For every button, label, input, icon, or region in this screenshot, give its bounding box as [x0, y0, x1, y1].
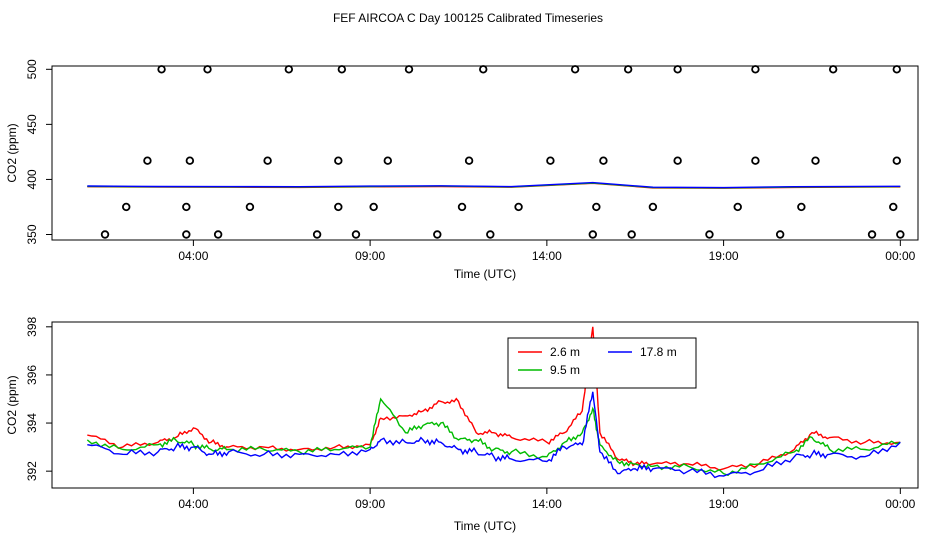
series-line-top [87, 181, 901, 189]
calibration-point [245, 202, 255, 212]
series-line-9-5-m [86, 397, 901, 477]
y-tick-label: 394 [25, 413, 39, 433]
calibration-point [185, 156, 195, 165]
calibration-point [733, 202, 742, 212]
calibration-point [648, 202, 658, 212]
calibration-point [122, 202, 131, 212]
calibration-point [546, 156, 555, 165]
calibration-point [867, 230, 877, 239]
plot-frame [51, 65, 919, 241]
calibration-point [889, 202, 898, 212]
calibration-point [627, 230, 636, 239]
plot-frame [51, 321, 919, 489]
y-tick-label: 392 [25, 461, 39, 481]
x-axis-title: Time (UTC) [454, 267, 516, 281]
top-panel-calibration: 04:00 09:00 14:00 19:00 00:00 350 400 450 500 Tim… [5, 59, 919, 281]
x-axis-title: Time (UTC) [454, 519, 516, 533]
calibration-point [203, 65, 212, 74]
x-tick-label: 14:00 [532, 249, 562, 263]
x-tick-label: 00:00 [885, 249, 915, 263]
calibration-point [892, 156, 901, 165]
calibration-point [775, 230, 785, 239]
calibration-point [599, 156, 608, 165]
calibration-point [892, 65, 901, 74]
calibration-point [673, 65, 682, 74]
calibration-point [751, 65, 760, 74]
y-tick-label: 398 [25, 316, 39, 336]
calibration-point [334, 156, 343, 165]
calibration-point [334, 202, 343, 212]
calibration-point [143, 156, 152, 165]
calibration-point [457, 202, 467, 212]
x-tick-label: 19:00 [709, 497, 739, 511]
calibration-point [100, 230, 110, 239]
x-tick-label: 19:00 [709, 249, 739, 263]
y-axis-title: CO2 (ppm) [5, 375, 19, 434]
calibration-point [404, 65, 414, 74]
x-tick-label: 04:00 [178, 249, 208, 263]
calibration-point [479, 65, 488, 74]
calibration-point [182, 230, 191, 239]
calibration-point [182, 202, 191, 212]
y-tick-label: 350 [25, 224, 39, 244]
calibration-point [828, 65, 838, 74]
legend-label: 17.8 m [640, 345, 677, 359]
legend-label: 9.5 m [550, 363, 580, 377]
calibration-point [312, 230, 322, 239]
calibration-point [383, 156, 392, 165]
calibration-point [896, 230, 905, 239]
y-tick-label: 396 [25, 365, 39, 385]
calibration-point [263, 156, 272, 165]
x-tick-label: 09:00 [355, 249, 385, 263]
y-tick-label: 500 [25, 59, 39, 79]
calibration-point [673, 156, 682, 165]
series-line-2-6-m [87, 326, 901, 471]
calibration-point [797, 202, 806, 212]
calibration-point [157, 65, 166, 74]
calibration-point [705, 230, 714, 239]
calibration-point [369, 202, 378, 212]
y-tick-label: 450 [25, 114, 39, 134]
calibration-point [351, 230, 361, 239]
calibration-point [433, 230, 442, 239]
main-title: FEF AIRCOA C Day 100125 Calibrated Times… [333, 11, 603, 25]
calibration-point [588, 230, 598, 239]
calibration-point [486, 230, 495, 239]
calibration-point [623, 65, 633, 74]
bottom-panel-timeseries: 04:00 09:00 14:00 19:00 00:00 392 394 396 398 Tim… [5, 316, 919, 533]
calibration-point [464, 156, 474, 165]
legend-box [507, 337, 697, 389]
x-tick-label: 14:00 [532, 497, 562, 511]
x-tick-label: 04:00 [178, 497, 208, 511]
legend-label: 2.6 m [550, 345, 580, 359]
calibration-point [751, 156, 760, 165]
calibration-point [213, 230, 223, 239]
calibration-point [337, 65, 347, 74]
y-axis-title: CO2 (ppm) [5, 123, 19, 182]
calibration-point [570, 65, 580, 74]
calibration-point [592, 202, 601, 212]
x-tick-label: 00:00 [885, 497, 915, 511]
calibration-point [811, 156, 820, 165]
calibration-point [284, 65, 294, 74]
series-line-17-8-m [87, 391, 901, 479]
x-tick-label: 09:00 [355, 497, 385, 511]
calibration-point [514, 202, 523, 212]
y-tick-label: 400 [25, 169, 39, 189]
